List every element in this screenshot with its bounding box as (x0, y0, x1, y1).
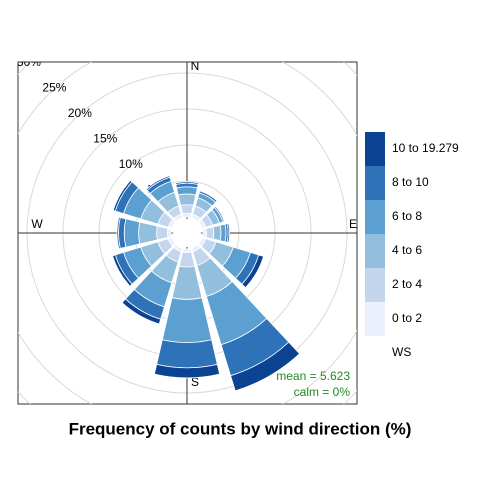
legend-swatch (365, 132, 385, 166)
wedge (116, 216, 121, 250)
r-tick-label: 20% (68, 106, 92, 120)
wedge (121, 298, 162, 325)
wedge (241, 254, 265, 289)
r-tick-label: 10% (119, 157, 143, 171)
legend-label: 0 to 2 (392, 311, 422, 325)
legend-swatch (365, 166, 385, 200)
legend-title: WS (392, 345, 411, 359)
chart-title: Frequency of counts by wind direction (%… (69, 419, 412, 438)
wedge (214, 205, 226, 223)
legend-label: 4 to 6 (392, 243, 422, 257)
legend-label: 6 to 8 (392, 209, 422, 223)
wedge (156, 225, 169, 241)
compass-label: E (349, 217, 357, 231)
wedge (123, 218, 141, 248)
legend-swatch (365, 200, 385, 234)
compass-label: S (191, 375, 199, 389)
legend-label: 8 to 10 (392, 175, 429, 189)
wedge (145, 175, 171, 191)
compass-label: W (31, 217, 43, 231)
wedge (138, 221, 158, 245)
annotation: mean = 5.623 (276, 369, 350, 383)
wedge (199, 189, 219, 202)
legend-swatch (365, 302, 385, 336)
r-tick-label: 15% (93, 131, 117, 145)
wedge (174, 181, 200, 185)
wedge (212, 224, 222, 242)
compass-label: N (191, 59, 200, 73)
wedge (153, 363, 221, 379)
r-tick-label: 30% (17, 55, 41, 69)
legend-label: 10 to 19.279 (392, 141, 459, 155)
calm-circle (173, 219, 201, 247)
wedge (111, 254, 133, 287)
wedge (226, 222, 231, 244)
r-tick-label: 25% (42, 81, 66, 95)
wedge (156, 339, 218, 369)
wedge (205, 226, 215, 240)
wedge (177, 193, 197, 206)
wedge (112, 179, 133, 212)
wedge (180, 204, 194, 215)
legend-label: 2 to 4 (392, 277, 422, 291)
wedge (176, 186, 198, 196)
legend-swatch (365, 268, 385, 302)
legend-swatch (365, 234, 385, 268)
annotation: calm = 0% (294, 385, 351, 399)
wedge (230, 341, 301, 392)
